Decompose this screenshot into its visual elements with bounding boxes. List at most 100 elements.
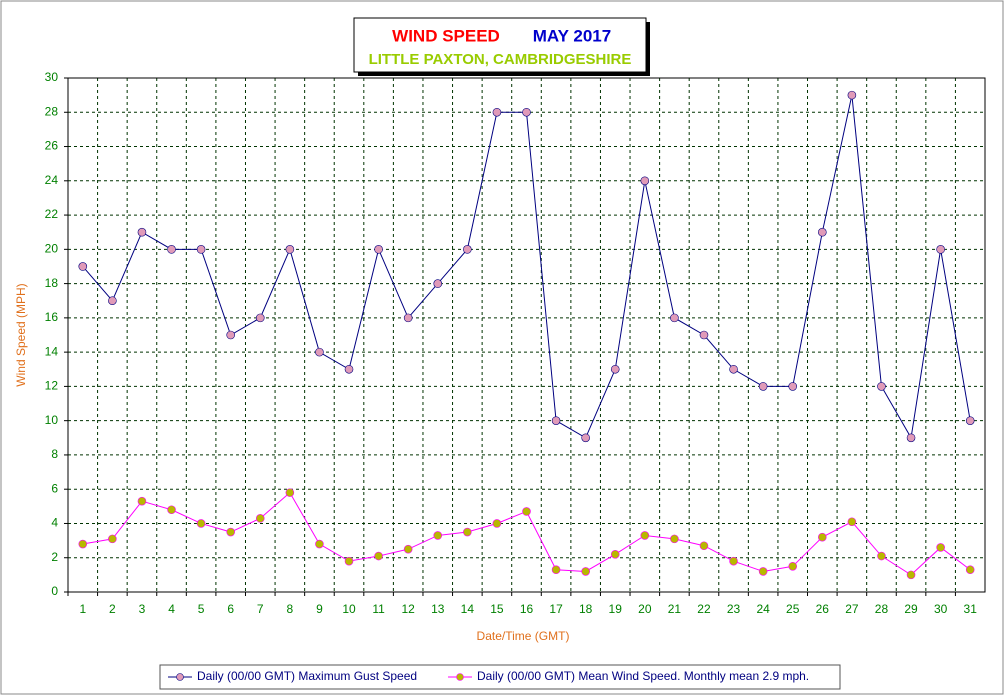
x-tick-label: 28	[875, 602, 889, 616]
x-tick-label: 29	[904, 602, 918, 616]
y-tick-label: 24	[45, 173, 59, 187]
data-point	[847, 517, 857, 527]
y-tick-label: 30	[45, 70, 59, 84]
y-tick-label: 2	[51, 550, 58, 564]
data-point	[463, 245, 472, 254]
data-point	[877, 382, 886, 391]
data-point	[108, 534, 117, 544]
y-tick-label: 12	[45, 379, 59, 393]
y-axis-label: Wind Speed (MPH)	[14, 283, 28, 386]
data-point	[847, 90, 857, 100]
x-tick-label: 5	[198, 602, 205, 616]
x-tick-label: 4	[168, 602, 175, 616]
x-tick-label: 6	[227, 602, 234, 616]
data-point	[78, 539, 88, 549]
data-point	[818, 227, 827, 237]
y-tick-label: 16	[45, 310, 59, 324]
y-tick-label: 26	[45, 139, 59, 153]
legend-label: Daily (00/00 GMT) Mean Wind Speed. Month…	[477, 669, 809, 683]
data-point	[729, 364, 738, 374]
x-tick-label: 22	[697, 602, 711, 616]
data-point	[936, 543, 945, 552]
x-axis-label: Date/Time (GMT)	[477, 629, 570, 643]
data-point	[137, 496, 147, 506]
data-point	[463, 527, 472, 537]
chart-subtitle: LITTLE PAXTON, CAMBRIDGESHIRE	[369, 51, 632, 68]
x-tick-label: 10	[342, 602, 356, 616]
legend-marker	[456, 673, 464, 681]
data-point	[492, 107, 502, 117]
x-tick-label: 19	[609, 602, 623, 616]
x-tick-label: 13	[431, 602, 445, 616]
y-tick-label: 6	[51, 481, 58, 495]
x-tick-label: 16	[520, 602, 534, 616]
data-point	[315, 539, 324, 549]
x-tick-label: 18	[579, 602, 593, 616]
x-tick-label: 24	[756, 602, 770, 616]
data-point	[196, 519, 206, 528]
x-tick-label: 26	[816, 602, 830, 616]
data-point	[196, 245, 206, 254]
data-point	[965, 565, 975, 575]
data-point	[936, 245, 945, 254]
legend-box	[159, 664, 841, 690]
data-point	[374, 245, 383, 254]
y-tick-label: 4	[51, 516, 58, 530]
data-point	[344, 556, 354, 566]
x-tick-label: 23	[727, 602, 741, 616]
data-point	[315, 347, 324, 357]
legend-marker	[176, 673, 184, 681]
data-point	[403, 544, 413, 554]
x-tick-label: 30	[934, 602, 948, 616]
data-point	[374, 551, 383, 561]
data-point	[906, 433, 916, 443]
data-point	[433, 531, 443, 540]
x-tick-label: 11	[372, 602, 385, 616]
data-point	[433, 279, 443, 288]
data-point	[551, 416, 561, 425]
title-box	[353, 17, 647, 73]
data-point	[344, 364, 354, 374]
data-point	[610, 550, 620, 559]
data-point	[788, 561, 798, 571]
data-point	[818, 532, 827, 542]
data-point	[965, 416, 975, 425]
y-tick-label: 14	[45, 344, 59, 358]
y-tick-label: 20	[45, 242, 59, 256]
data-point	[167, 245, 176, 254]
y-tick-label: 22	[45, 207, 59, 221]
x-tick-label: 14	[461, 602, 475, 616]
x-tick-label: 31	[964, 602, 978, 616]
x-tick-label: 2	[109, 602, 116, 616]
data-point	[581, 567, 590, 576]
data-point	[758, 382, 768, 391]
x-tick-label: 3	[139, 602, 146, 616]
data-point	[610, 364, 620, 374]
data-point	[285, 245, 295, 254]
data-point	[137, 227, 147, 237]
chart-period: MAY 2017	[533, 26, 611, 45]
chart-title: WIND SPEED	[392, 26, 500, 45]
x-tick-label: 17	[549, 602, 563, 616]
x-tick-label: 15	[490, 602, 504, 616]
y-tick-label: 0	[51, 584, 58, 598]
y-tick-label: 10	[45, 413, 59, 427]
data-point	[729, 556, 738, 566]
data-point	[403, 313, 413, 323]
data-point	[255, 514, 265, 523]
data-point	[255, 313, 265, 323]
data-point	[640, 531, 650, 540]
y-tick-label: 28	[45, 104, 59, 118]
x-tick-label: 9	[316, 602, 323, 616]
plot-border	[67, 77, 986, 593]
x-tick-label: 20	[638, 602, 652, 616]
x-tick-label: 12	[401, 602, 415, 616]
data-point	[522, 107, 531, 117]
data-point	[551, 565, 561, 575]
y-tick-label: 18	[45, 276, 59, 290]
data-point	[670, 313, 679, 323]
data-point	[522, 507, 531, 516]
data-point	[492, 519, 502, 528]
x-tick-label: 25	[786, 602, 800, 616]
